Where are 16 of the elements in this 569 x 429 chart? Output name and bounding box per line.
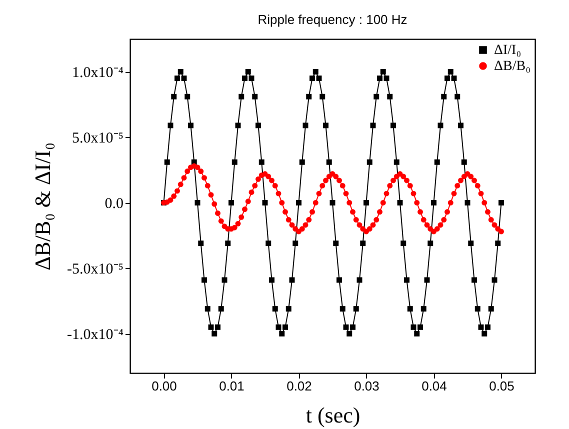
- legend-label: ΔB/B₀: [494, 59, 531, 74]
- y-axis-title: ΔB/B₀ & ΔI/I₀: [30, 142, 56, 270]
- x-tick-label: 0.01: [219, 378, 244, 394]
- chart-title: Ripple frequency : 100 Hz: [258, 12, 408, 27]
- x-axis-title: t (sec): [306, 402, 360, 428]
- x-tick-label: 0.00: [152, 378, 177, 394]
- legend-label: ΔI/I₀: [494, 43, 522, 58]
- x-tick-label: 0.04: [422, 378, 447, 394]
- y-tick-label: 5.0x10⁻⁵: [72, 130, 124, 147]
- y-tick-label: 1.0x10⁻⁴: [72, 65, 124, 82]
- y-tick-label: -5.0x10⁻⁵: [67, 262, 124, 278]
- x-tick-label: 0.03: [354, 378, 380, 394]
- y-tick-label: 0.0: [104, 196, 124, 212]
- y-tick-label: -1.0x10⁻⁴: [67, 327, 124, 344]
- x-tick-label: 0.05: [489, 378, 514, 394]
- x-tick-label: 0.02: [286, 378, 312, 394]
